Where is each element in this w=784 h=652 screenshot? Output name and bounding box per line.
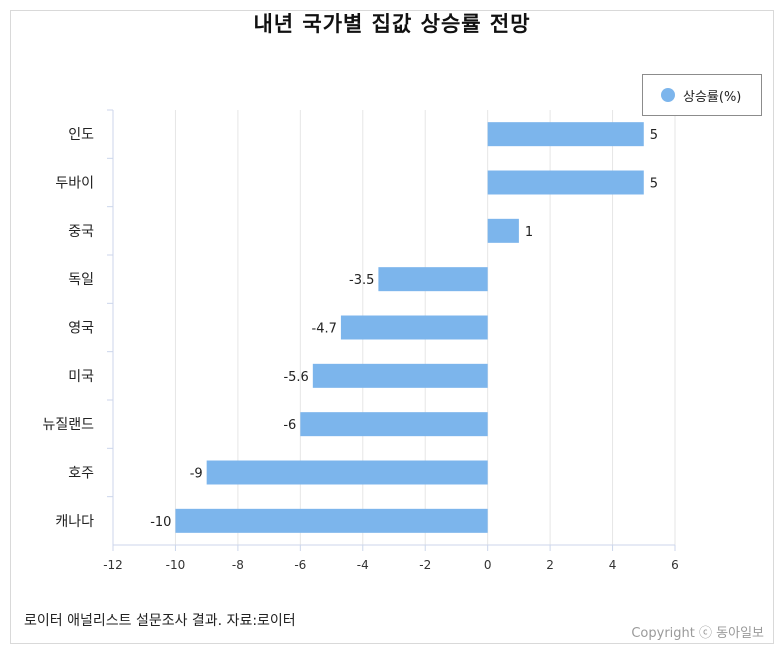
bar xyxy=(487,122,644,147)
chart-legend[interactable]: 상승률(%) xyxy=(642,74,762,116)
category-label: 호주 xyxy=(68,466,94,482)
x-tick-label: -4 xyxy=(357,558,369,572)
data-label: -5.6 xyxy=(283,370,308,385)
data-label: -10 xyxy=(150,515,171,530)
bar xyxy=(206,460,488,485)
category-label: 인도 xyxy=(68,127,94,143)
x-tick-label: 6 xyxy=(671,558,679,572)
x-tick-label: -10 xyxy=(166,558,186,572)
data-label: 1 xyxy=(525,225,533,240)
x-tick-label: -6 xyxy=(294,558,306,572)
bar xyxy=(312,363,488,388)
category-label: 캐나다 xyxy=(55,514,94,530)
bar xyxy=(175,508,488,533)
category-label: 중국 xyxy=(68,224,94,240)
category-label: 독일 xyxy=(68,272,94,288)
x-tick-label: 0 xyxy=(484,558,492,572)
category-label: 뉴질랜드 xyxy=(42,417,94,433)
legend-label: 상승률(%) xyxy=(683,89,742,105)
x-tick-label: -12 xyxy=(103,558,123,572)
x-tick-label: -2 xyxy=(419,558,431,572)
x-tick-label: 4 xyxy=(609,558,617,572)
bar xyxy=(487,170,644,195)
x-tick-label: 2 xyxy=(546,558,554,572)
category-label: 두바이 xyxy=(55,176,94,192)
category-label: 미국 xyxy=(68,369,94,385)
data-label: 5 xyxy=(650,128,658,143)
data-label: -4.7 xyxy=(312,322,337,337)
category-label: 영국 xyxy=(68,321,94,337)
data-label: -6 xyxy=(283,418,296,433)
bar xyxy=(340,315,488,340)
bar xyxy=(487,218,519,243)
bar xyxy=(300,412,488,437)
bar xyxy=(378,267,488,292)
x-tick-label: -8 xyxy=(232,558,244,572)
data-label: 5 xyxy=(650,177,658,192)
chart-title: 내년 국가별 집값 상승률 전망 xyxy=(253,12,531,36)
data-label: -9 xyxy=(190,467,203,482)
legend-marker xyxy=(661,88,675,102)
source-footnote: 로이터 애널리스트 설문조사 결과. 자료:로이터 xyxy=(24,613,296,629)
data-label: -3.5 xyxy=(349,273,374,288)
copyright-notice: Copyright ⓒ 동아일보 xyxy=(631,626,764,641)
